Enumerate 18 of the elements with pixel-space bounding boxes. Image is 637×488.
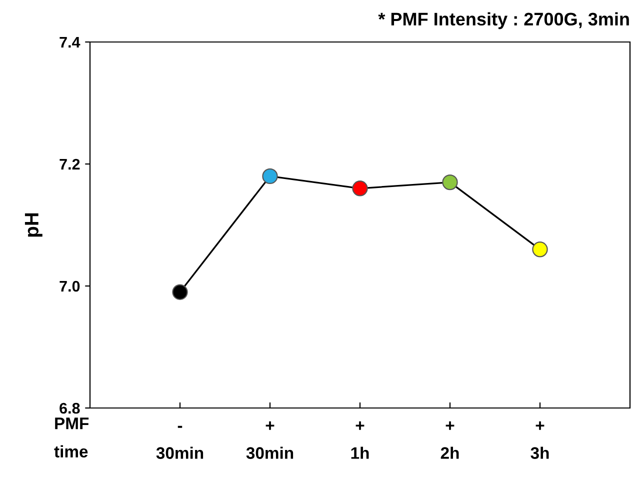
x-tick-label: + 30min — [246, 421, 294, 459]
y-tick-label: 7.2 — [60, 158, 80, 170]
point — [532, 242, 548, 258]
text: PMF — [55, 418, 89, 430]
point — [352, 180, 368, 196]
chart-title: * PMF Intensity : 2700G, 3min — [378, 12, 629, 30]
x-tick-label: + 3h — [530, 421, 549, 459]
y-tick-label: 6.8 — [60, 402, 80, 414]
x-tick-label: - 30min — [156, 426, 204, 459]
point — [262, 168, 278, 184]
y-tick-label: 7.0 — [60, 280, 80, 292]
point — [172, 284, 188, 300]
y-axis-title: pH — [24, 213, 42, 237]
y-tick-label: 7.4 — [60, 37, 80, 48]
text: time — [54, 445, 88, 458]
point — [442, 174, 458, 190]
x-tick-label: + 2h — [440, 421, 459, 459]
x-tick-label: + 1h — [351, 421, 369, 459]
